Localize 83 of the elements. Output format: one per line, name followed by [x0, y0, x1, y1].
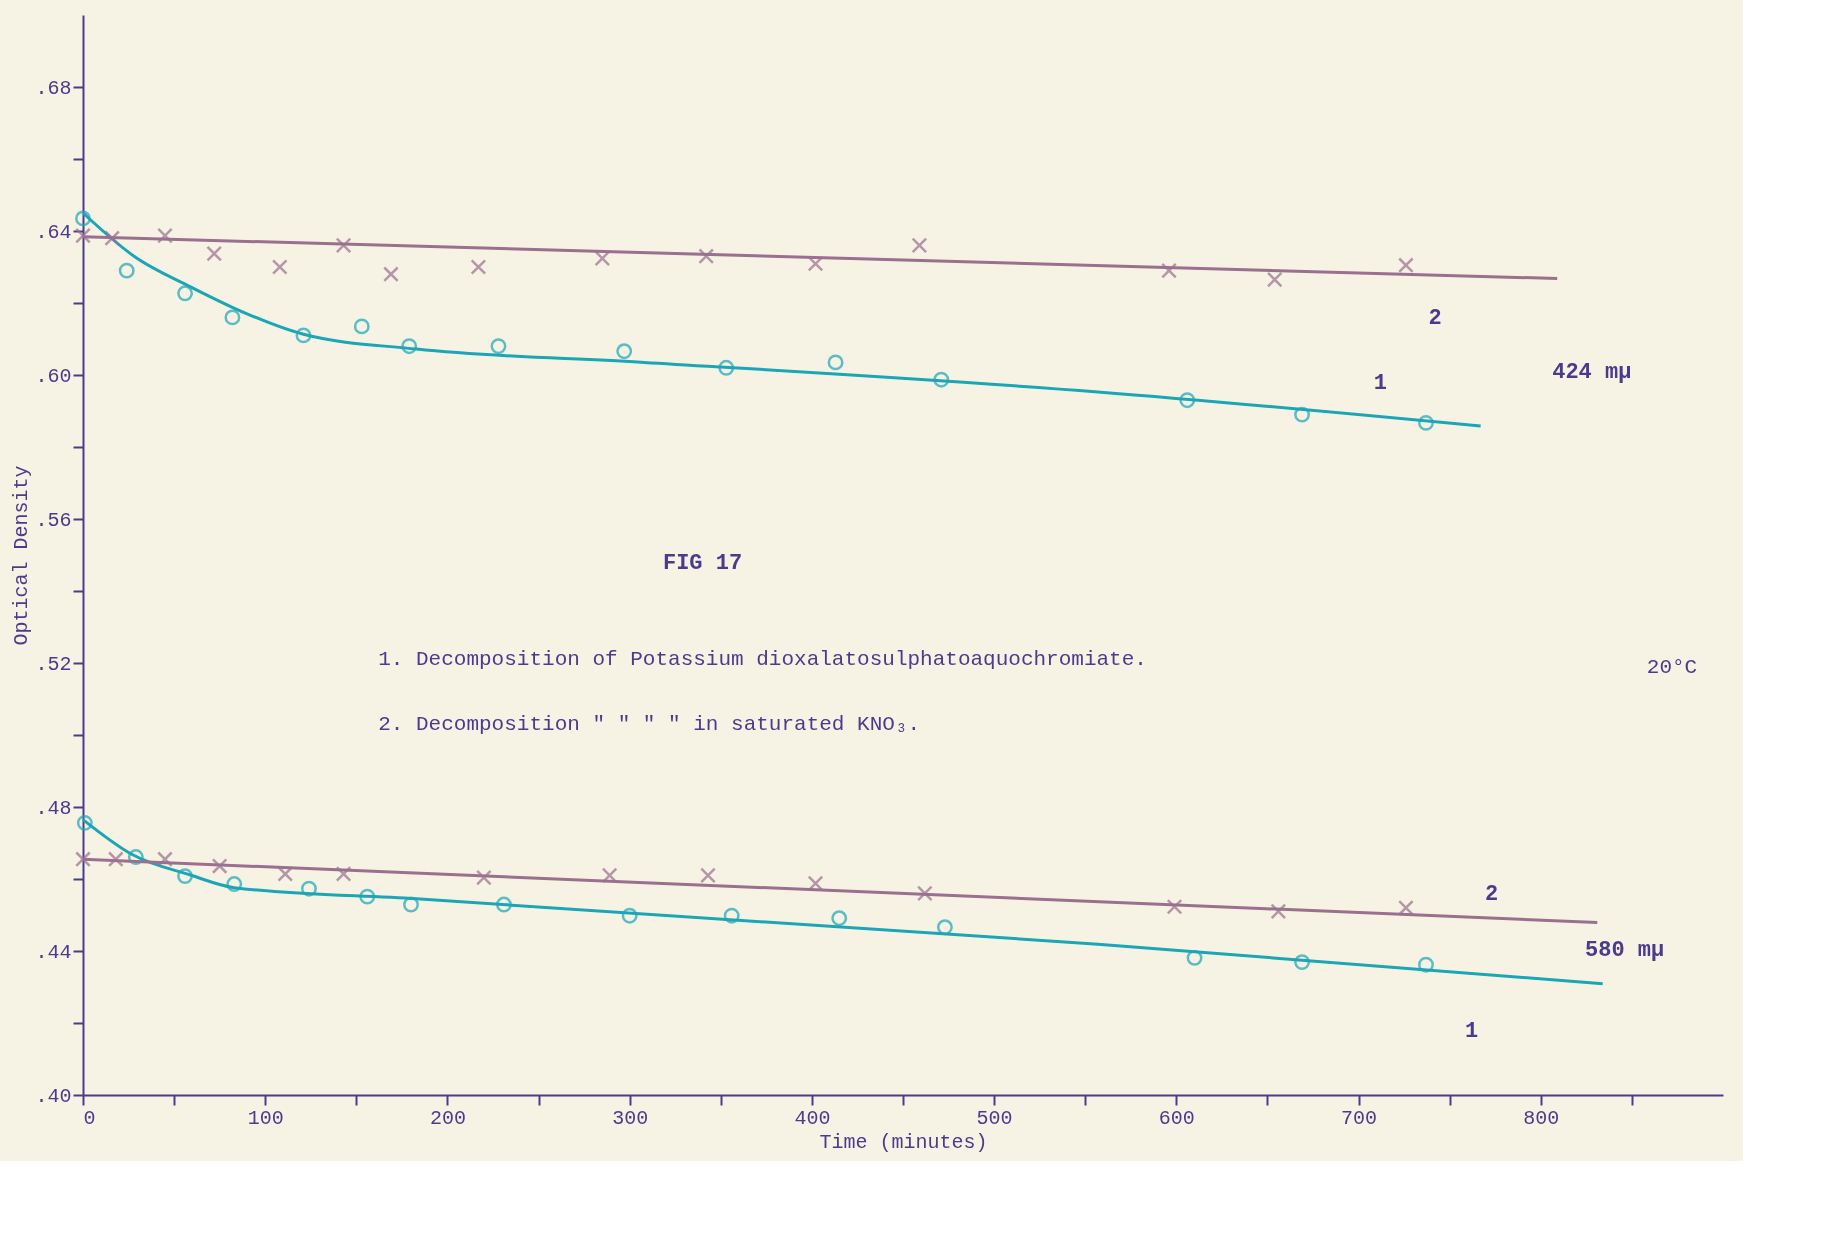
- point: [916, 885, 933, 902]
- y-tick-label: .68: [35, 76, 72, 100]
- point: [301, 880, 317, 897]
- y-tick-label: .64: [35, 220, 72, 244]
- annotation: 20°C: [1646, 655, 1698, 679]
- point: [601, 867, 618, 884]
- y-tick-label: .60: [35, 364, 72, 388]
- annotation: 2: [1428, 306, 1442, 332]
- y-tick-label: .56: [35, 508, 72, 532]
- point: [1397, 257, 1414, 274]
- point: [353, 318, 370, 335]
- point: [475, 869, 492, 886]
- point: [1397, 899, 1414, 916]
- point: [75, 227, 91, 244]
- point: [271, 259, 288, 275]
- point: [698, 248, 715, 265]
- x-tick-label: 300: [612, 1106, 649, 1130]
- x-tick-label: 200: [429, 1106, 466, 1130]
- point: [1294, 954, 1311, 971]
- x-tick-label: 100: [247, 1106, 284, 1130]
- point: [700, 867, 716, 884]
- point: [490, 338, 507, 355]
- point: [470, 259, 487, 275]
- point: [277, 866, 294, 882]
- point: [1294, 406, 1311, 423]
- point: [1418, 414, 1434, 431]
- point: [335, 237, 352, 254]
- point: [723, 907, 740, 924]
- point: [933, 371, 950, 388]
- point: [76, 814, 93, 831]
- point: [104, 230, 121, 247]
- point: [107, 851, 124, 868]
- point: [594, 250, 611, 267]
- point: [295, 327, 312, 344]
- point: [1179, 392, 1196, 409]
- point: [936, 919, 953, 936]
- x-tick-label: 700: [1341, 1106, 1378, 1130]
- point: [177, 868, 193, 885]
- annotation: 1: [1464, 1019, 1479, 1045]
- annotation: FIG 17: [662, 551, 743, 577]
- point: [1418, 956, 1434, 973]
- annotation: 2. Decomposition " " " " in saturated KNO₃.: [378, 713, 921, 737]
- point: [616, 343, 633, 360]
- point: [495, 896, 512, 913]
- point: [831, 910, 848, 927]
- point: [359, 888, 376, 905]
- x-tick-label: 400: [794, 1106, 831, 1130]
- y-tick-label: .44: [35, 940, 72, 964]
- y-tick-label: .40: [35, 1084, 72, 1108]
- point: [1161, 262, 1177, 279]
- point: [206, 245, 223, 262]
- point: [383, 266, 399, 283]
- x-axis-title: Time (minutes): [819, 1130, 988, 1154]
- annotation: 2: [1484, 882, 1499, 908]
- point: [177, 285, 193, 302]
- y-tick-label: .48: [35, 796, 72, 820]
- point: [1166, 898, 1183, 915]
- point: [226, 876, 243, 892]
- point: [75, 210, 91, 227]
- x-tick-label: 800: [1523, 1106, 1560, 1130]
- y-tick-label: .52: [35, 652, 72, 676]
- point: [827, 354, 844, 371]
- point: [621, 907, 638, 924]
- point: [75, 851, 91, 868]
- point: [224, 309, 241, 326]
- point: [1270, 903, 1287, 920]
- point: [211, 858, 228, 874]
- point: [718, 359, 735, 376]
- annotation: 1. Decomposition of Potassium dioxalatosulphatoaquochromiate.: [378, 648, 1147, 672]
- point: [1266, 271, 1283, 288]
- point: [335, 866, 352, 882]
- x-tick-label: 500: [976, 1106, 1013, 1130]
- y-axis-title: Optical Density: [10, 465, 34, 646]
- annotation: 424 mµ: [1552, 360, 1632, 386]
- annotation: 580 mµ: [1584, 938, 1665, 964]
- annotation: 1: [1373, 371, 1388, 397]
- point: [157, 227, 173, 244]
- point: [911, 237, 928, 254]
- x-tick-label: 600: [1158, 1106, 1195, 1130]
- point: [118, 262, 135, 279]
- point: [157, 851, 173, 868]
- point: [401, 338, 418, 355]
- x-tick-label: 0: [83, 1106, 96, 1130]
